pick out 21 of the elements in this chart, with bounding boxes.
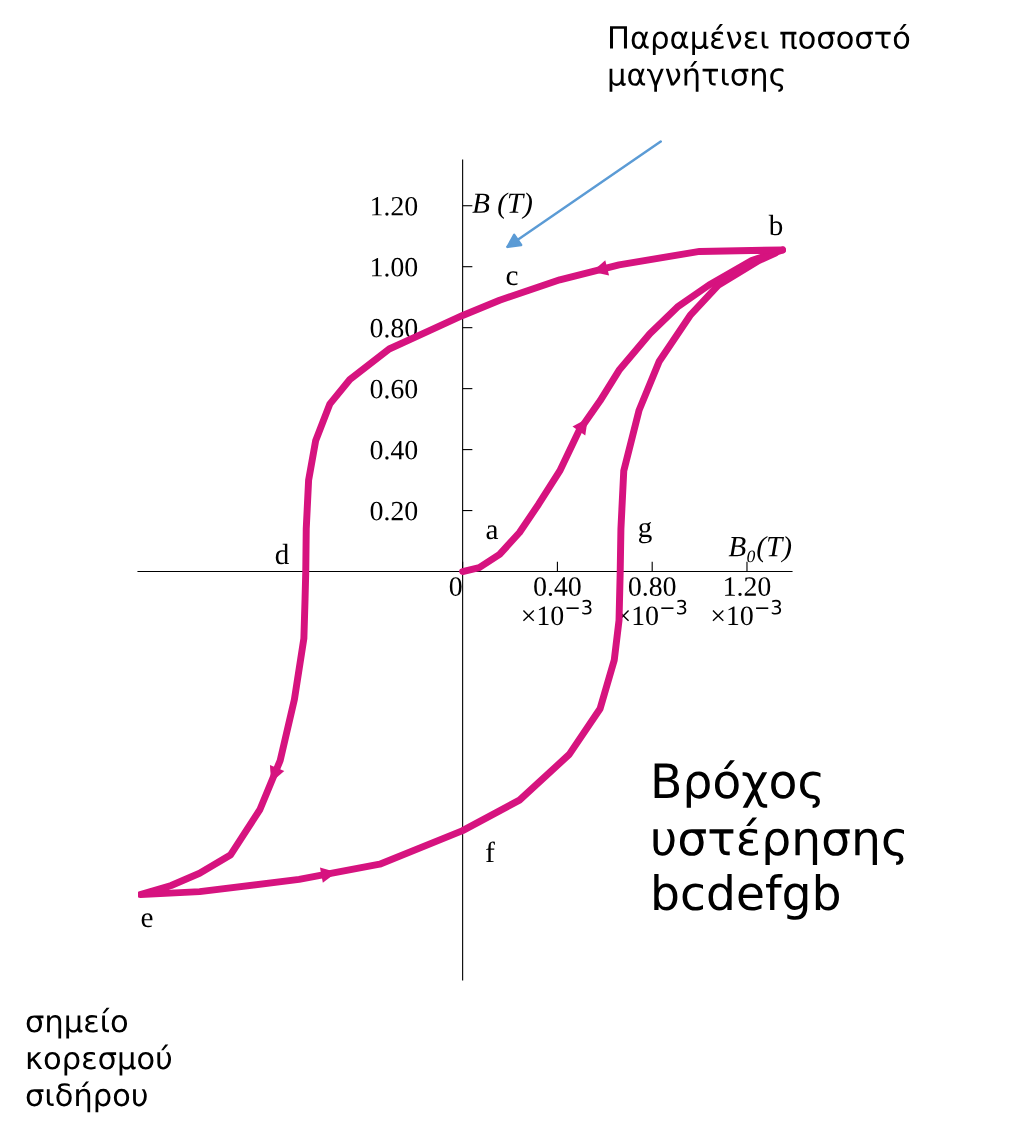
x-tick-label: 0 — [449, 577, 462, 596]
text: σημείο κορεσμού σιδήρου — [26, 1007, 172, 1113]
y-axis-title: B (T) — [472, 192, 532, 219]
y-tick-label: 0.80 — [370, 318, 418, 338]
text: Παραμένει ποσοστό μαγνήτισης — [609, 24, 910, 92]
annotation: g — [638, 521, 652, 544]
x-tick-label: 0.40 ×10$^{−3}$ — [522, 577, 592, 626]
annotation: a — [486, 525, 499, 540]
y-tick-label: 0.40 — [370, 440, 418, 460]
annotation: f — [486, 841, 495, 863]
y-tick-label: 0.60 — [370, 379, 418, 399]
x-tick-label: 1.20 ×10$^{−3}$ — [712, 577, 782, 626]
annotation: Βρόχος υστέρησης bcdefgb — [653, 760, 904, 920]
y-tick-label: 0.20 — [370, 501, 418, 521]
annotation: d — [275, 543, 289, 565]
y-tick-label: 1.00 — [372, 257, 418, 277]
y-tick-label: 1.20 — [372, 196, 418, 216]
annotation: e — [141, 913, 153, 928]
annotation: b — [768, 214, 783, 236]
annotation: c — [506, 271, 518, 286]
x-axis-title: B₀(T) — [728, 535, 792, 563]
